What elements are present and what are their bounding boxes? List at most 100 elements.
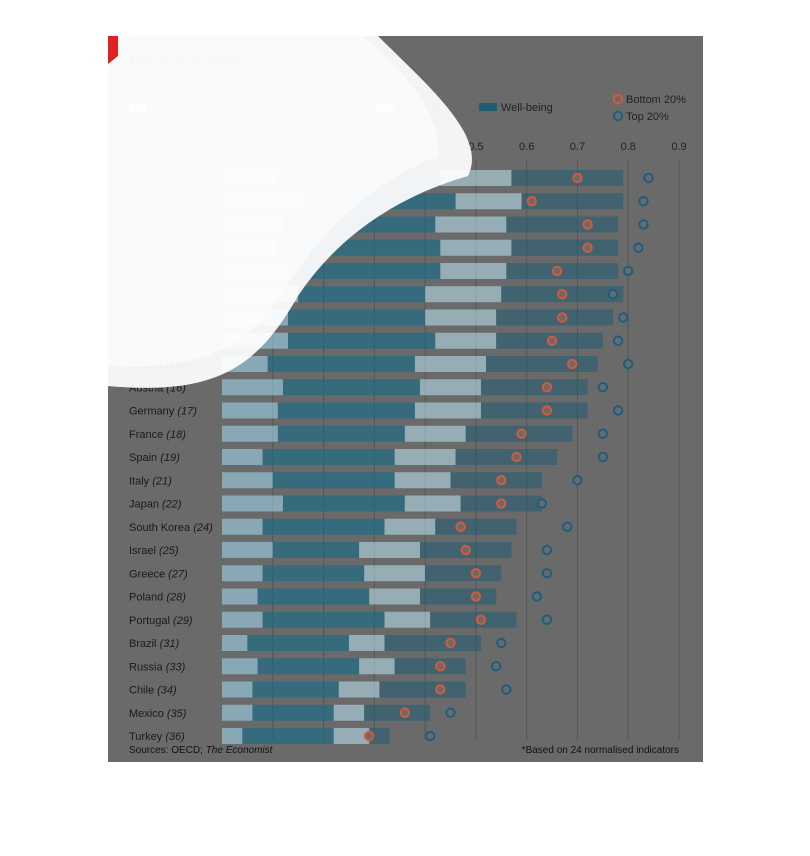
- bar-segment-s3: [440, 170, 512, 186]
- marker-top-20: [562, 521, 573, 532]
- legend-marker-top-20: [612, 110, 624, 122]
- bar-segment-s3: [414, 402, 481, 419]
- bar-segment-s1: [222, 542, 273, 558]
- marker-top-20: [633, 242, 644, 253]
- x-tick-label-0: 0: [219, 141, 225, 153]
- marker-top-20: [501, 684, 512, 695]
- bar-segment-s3: [384, 518, 436, 535]
- marker-bottom-20: [496, 498, 507, 509]
- country-rank: (36): [165, 731, 185, 743]
- country-label: Australia (1): [129, 173, 189, 185]
- bar-segment-s2: [277, 402, 415, 419]
- bar-segment-s2: [262, 518, 385, 535]
- bar-segment-s3: [414, 356, 487, 372]
- country-rank: (7): [189, 289, 203, 301]
- x-tick-label-8: 0.8: [621, 141, 636, 153]
- bar-segment-s1: [222, 518, 263, 535]
- bar-segment-s2: [262, 611, 385, 628]
- bar-segment-s2: [277, 425, 405, 442]
- country-rank: (22): [162, 499, 182, 511]
- bar-segment-s1: [222, 449, 263, 465]
- marker-top-20: [541, 614, 553, 625]
- bar-segment-s1: [222, 472, 273, 489]
- marker-bottom-20: [475, 614, 487, 625]
- bar-segment-s1: [222, 402, 278, 419]
- marker-bottom-20: [526, 196, 537, 207]
- bar-segment-s1: [222, 611, 263, 628]
- bar-segment-s4: [394, 658, 466, 675]
- legend-label-4: Well-being: [501, 102, 553, 114]
- bar-segment-s3: [369, 588, 421, 605]
- marker-top-20: [638, 196, 649, 207]
- chart-title: Better-life index: [129, 50, 243, 67]
- country-rank: (31): [160, 638, 180, 650]
- marker-top-20: [572, 475, 583, 486]
- country-label: Chile (34): [129, 685, 177, 697]
- country-label: France (18): [129, 429, 186, 441]
- bar-segment-s1: [222, 309, 289, 326]
- marker-top-20: [531, 591, 543, 602]
- country-rank: (10): [163, 336, 183, 348]
- bar-segment-s4: [379, 681, 466, 698]
- country-rank: (2): [198, 196, 212, 208]
- bar-segment-s3: [440, 239, 512, 256]
- country-rank: (17): [177, 406, 197, 418]
- bar-segment-s1: [222, 263, 289, 279]
- legend-swatch-1: [129, 103, 147, 111]
- x-tick-label-7: 0.7: [570, 141, 585, 153]
- bar-segment-s3: [435, 216, 507, 233]
- bar-segment-s4: [480, 379, 588, 396]
- marker-bottom-20: [557, 289, 568, 300]
- country-label: Portugal (29): [129, 615, 193, 627]
- legend-label-1: Money & jobs: [151, 102, 218, 114]
- country-rank: (25): [159, 545, 179, 557]
- country-rank: (1): [175, 173, 189, 185]
- country-rank: (18): [166, 429, 186, 441]
- bar-segment-s1: [222, 356, 268, 372]
- bar-segment-s2: [298, 286, 426, 303]
- marker-bottom-20: [511, 451, 522, 463]
- bar-segment-s3: [455, 193, 522, 210]
- legend-label-3: Health & education: [398, 102, 446, 127]
- bar-segment-s1: [222, 681, 253, 698]
- x-tick-label-6: 0.6: [519, 141, 534, 153]
- bar-segment-s2: [257, 658, 360, 675]
- country-rank: (34): [157, 685, 177, 697]
- bar-segment-s3: [333, 728, 370, 744]
- bar-segment-s4: [496, 309, 613, 326]
- marker-top-20: [496, 637, 507, 649]
- marker-bottom-20: [567, 358, 578, 370]
- marker-bottom-20: [516, 428, 527, 439]
- country-rank: (28): [166, 592, 186, 604]
- bar-segment-s4: [511, 239, 619, 256]
- country-label: Ireland (14): [129, 359, 186, 371]
- bar-segment-s4: [364, 704, 431, 721]
- country-label: Mexico (35): [129, 708, 187, 720]
- source-note-italic: The Economist: [206, 745, 274, 756]
- source-note: Sources: OECD; The Economist: [129, 745, 274, 756]
- marker-bottom-20: [572, 172, 583, 184]
- marker-top-20: [445, 707, 456, 718]
- country-label: Greece (27): [129, 568, 188, 580]
- country-rank: (29): [173, 615, 193, 627]
- country-label: Austria (16): [129, 382, 186, 394]
- marker-bottom-20: [455, 521, 466, 532]
- bar-segment-s3: [425, 309, 497, 326]
- bar-segment-s3: [359, 542, 421, 558]
- bar-segment-s4: [435, 518, 517, 535]
- marker-bottom-20: [557, 312, 568, 323]
- country-rank: (27): [168, 568, 188, 580]
- bar-segment-s1: [222, 170, 278, 186]
- bar-segment-s2: [272, 542, 360, 558]
- bar-segment-s2: [262, 449, 395, 465]
- bar-segment-s2: [277, 170, 441, 186]
- bar-segment-s4: [430, 611, 517, 628]
- bar-segment-s2: [242, 728, 334, 744]
- marker-top-20: [597, 428, 609, 439]
- marker-bottom-20: [582, 219, 593, 230]
- bar-segment-s3: [425, 286, 502, 303]
- country-label: Switzerland (7): [129, 289, 203, 301]
- legend-swatch-2: [244, 103, 262, 111]
- bar-segment-s1: [222, 658, 258, 675]
- country-rank: (5): [171, 266, 185, 278]
